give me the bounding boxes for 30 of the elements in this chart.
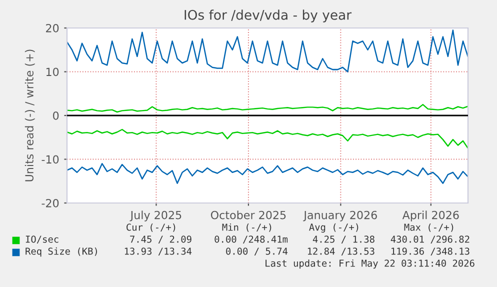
text: 12.84 /13.53 — [308, 248, 374, 256]
text: 430.01 /296.82 — [390, 236, 470, 244]
text: Max (-/+) — [404, 223, 454, 232]
y-axis-title: Units read (-) / write (+) — [24, 50, 35, 182]
x-tick-label: January 2026 — [303, 210, 377, 222]
text: 0.00 / 5.74 — [226, 248, 288, 256]
chart-title: IOs for /dev/vda - by year — [184, 10, 352, 22]
text: Last update: Fri May 22 03:11:40 2026 — [266, 259, 474, 269]
text: Cur (-/+) — [126, 223, 176, 232]
line-series — [67, 128, 468, 149]
text: 13.93 /13.34 — [124, 248, 192, 256]
line-series — [67, 30, 468, 72]
line-series — [67, 163, 468, 184]
x-tick-label: April 2026 — [402, 210, 459, 222]
text: Avg (-/+) — [309, 223, 358, 233]
y-tick-label: 10 — [46, 68, 59, 76]
x-tick-label: July 2025 — [130, 210, 182, 222]
text: Min (-/+) — [222, 223, 272, 232]
y-tick-label: 0 — [53, 111, 59, 120]
y-tick-label: -10 — [42, 155, 59, 164]
text: 7.45 / 2.09 — [130, 236, 192, 244]
x-tick-label: October 2025 — [210, 210, 286, 220]
legend-label: IO/sec — [26, 236, 58, 244]
y-tick-label: 20 — [46, 24, 59, 32]
text: 0.00 /248.41m — [214, 236, 288, 244]
line-series — [67, 104, 468, 113]
text: 4.25 / 1.38 — [312, 236, 374, 244]
text: 119.36 /348.13 — [392, 248, 470, 256]
legend-label: Req Size (KB) — [26, 247, 97, 257]
y-tick-label: -20 — [42, 198, 59, 208]
